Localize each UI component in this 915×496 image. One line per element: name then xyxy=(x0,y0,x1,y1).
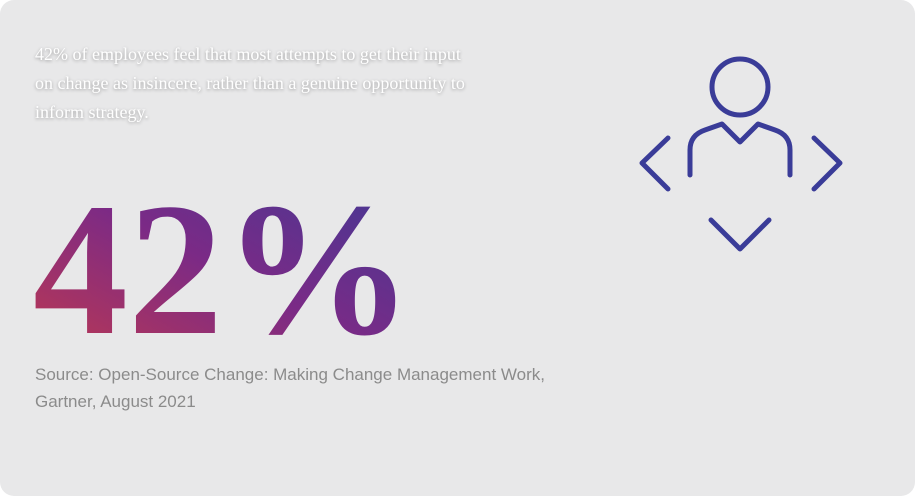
person-icon xyxy=(639,56,843,252)
statement: 42% of employees feel that most attempts… xyxy=(35,44,465,122)
big-stat: 42% xyxy=(33,165,413,375)
source: Source: Open-Source Change: Making Chang… xyxy=(35,365,545,411)
